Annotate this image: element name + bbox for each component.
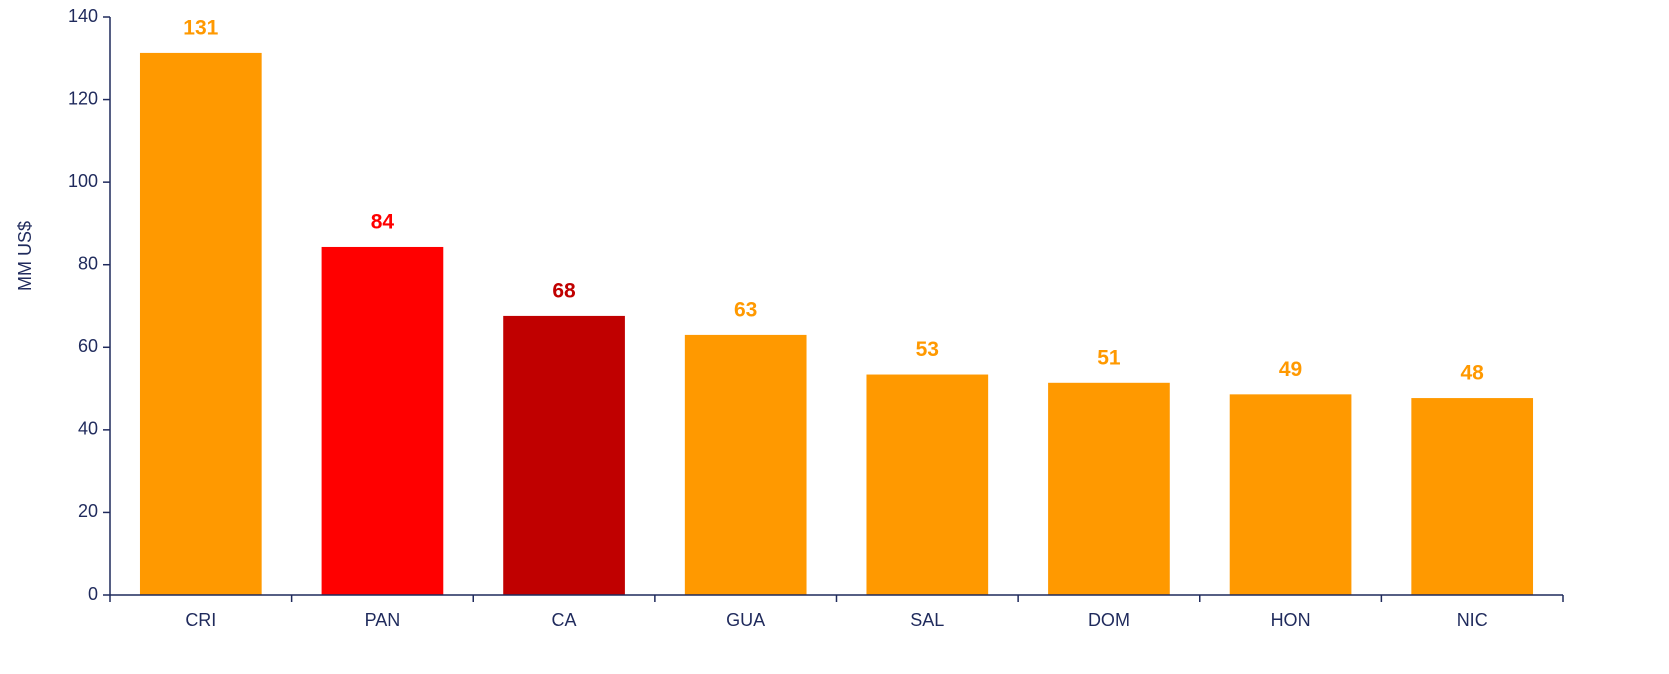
bar [321,246,444,595]
value-label: 84 [371,211,395,234]
x-tick-label: PAN [365,610,401,630]
y-tick-label: 100 [68,171,98,191]
value-label: 63 [734,298,757,321]
value-label: 131 [183,16,218,39]
x-tick-label: CA [552,610,577,630]
bar [1229,394,1352,595]
x-tick-label: SAL [910,610,944,630]
y-tick-label: 60 [78,336,98,356]
x-tick-label: GUA [726,610,765,630]
bar [1411,398,1534,595]
value-label: 53 [916,338,939,361]
y-tick-label: 140 [68,6,98,26]
y-tick-label: 80 [78,253,98,273]
bar [1048,382,1170,595]
value-label: 48 [1461,362,1485,385]
bar [139,52,262,595]
value-label: 68 [552,279,576,302]
bar [684,334,807,595]
x-tick-label: DOM [1088,610,1130,630]
y-axis-label: MM US$ [15,221,35,291]
bar [503,315,625,595]
y-tick-label: 0 [88,584,98,604]
x-tick-label: NIC [1457,610,1488,630]
y-tick-label: 120 [68,88,98,108]
y-tick-label: 20 [78,501,98,521]
x-tick-label: CRI [185,610,216,630]
value-label: 49 [1279,358,1302,381]
bar [866,374,989,595]
value-label: 51 [1097,346,1121,369]
x-tick-label: HON [1271,610,1311,630]
y-tick-label: 40 [78,419,98,439]
